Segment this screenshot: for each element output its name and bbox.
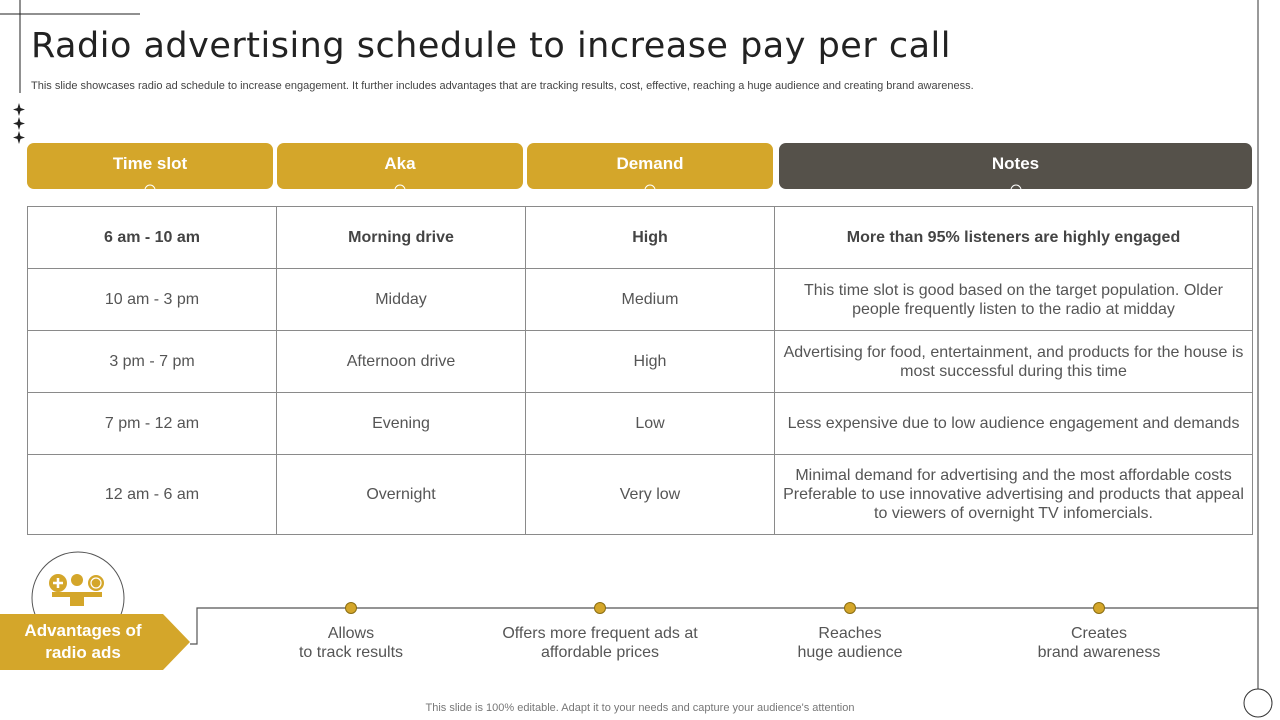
header-aka: Aka (277, 143, 523, 196)
pin-icon (1010, 184, 1021, 196)
sparkle-icons (13, 103, 25, 144)
header-notes: Notes (779, 143, 1252, 196)
cell-aka: Morning drive (276, 206, 526, 269)
cell-notes: Less expensive due to low audience engag… (774, 392, 1253, 455)
cell-aka: Midday (276, 268, 526, 331)
timeline-dot (345, 602, 357, 614)
header-label: Demand (616, 154, 684, 173)
cell-time-slot: 12 am - 6 am (27, 454, 277, 535)
schedule-table: 6 am - 10 am Morning drive High More than 9… (27, 206, 1253, 535)
pin-icon (144, 184, 156, 196)
pin-icon (394, 184, 406, 196)
cell-demand: High (525, 206, 775, 269)
cell-notes: More than 95% listeners are highly engag… (774, 206, 1253, 269)
cell-aka: Overnight (276, 454, 526, 535)
table-row: 12 am - 6 am Overnight Very low Minimal dem… (27, 454, 1253, 535)
table-row: 3 pm - 7 pm Afternoon drive High Advertisin… (27, 330, 1253, 393)
table-row: 10 am - 3 pm Midday Medium This time slot i… (27, 268, 1253, 331)
cell-time-slot: 6 am - 10 am (27, 206, 277, 269)
cell-aka: Evening (276, 392, 526, 455)
header-demand: Demand (527, 143, 773, 196)
page-subtitle: This slide showcases radio ad schedule t… (31, 80, 974, 92)
advantage-item: Allows to track results (298, 625, 404, 661)
cell-demand: Medium (525, 268, 775, 331)
page-title: Radio advertising schedule to increase p… (31, 26, 951, 66)
cell-notes: Advertising for food, entertainment, and… (774, 330, 1253, 393)
timeline-dot (844, 602, 856, 614)
person-balance-icon (49, 574, 104, 606)
table-row: 6 am - 10 am Morning drive High More than 9… (27, 206, 1253, 269)
timeline-dot (594, 602, 606, 614)
header-label: Notes (991, 154, 1040, 173)
pin-icon (644, 184, 656, 196)
header-time-slot: Time slot (27, 143, 273, 196)
cell-time-slot: 10 am - 3 pm (27, 268, 277, 331)
advantage-item: Offers more frequent ads at affordable p… (502, 625, 698, 661)
advantage-item: Creates brand awareness (1037, 625, 1161, 661)
header-label: Time slot (112, 154, 188, 173)
cell-time-slot: 3 pm - 7 pm (27, 330, 277, 393)
advantages-label: Advantages of radio ads (0, 614, 190, 670)
advantages-label-text: Advantages of radio ads (24, 621, 142, 662)
advantage-item: Reaches huge audience (797, 625, 903, 661)
footer-note: This slide is 100% editable. Adapt it to… (425, 702, 855, 714)
cell-notes: This time slot is good based on the targ… (774, 268, 1253, 331)
cell-demand: Low (525, 392, 775, 455)
cell-demand: Very low (525, 454, 775, 535)
cell-demand: High (525, 330, 775, 393)
cell-notes: Minimal demand for advertising and the m… (774, 454, 1253, 535)
timeline-dot (1093, 602, 1105, 614)
cell-aka: Afternoon drive (276, 330, 526, 393)
header-label: Aka (384, 154, 416, 173)
table-row: 7 pm - 12 am Evening Low Less expensive due… (27, 392, 1253, 455)
cell-time-slot: 7 pm - 12 am (27, 392, 277, 455)
